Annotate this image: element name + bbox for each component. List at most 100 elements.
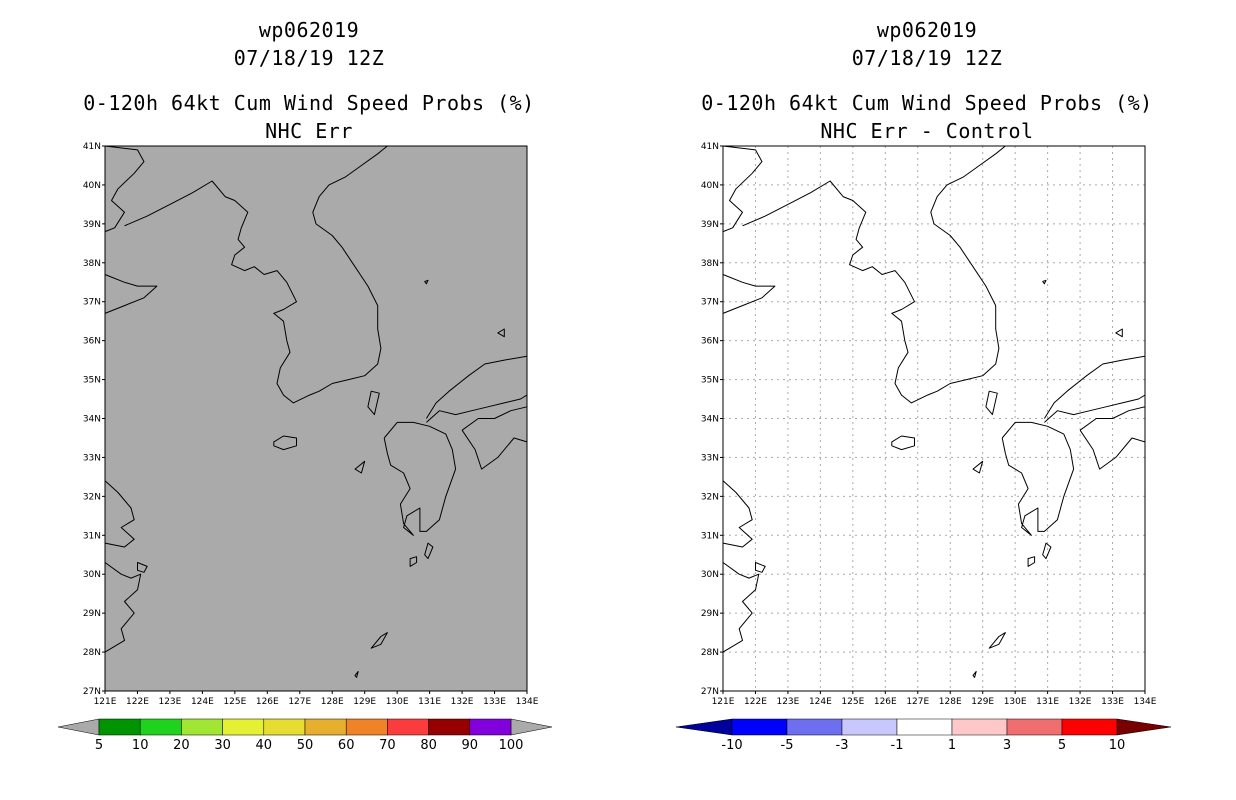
lat-label: 40N <box>83 181 101 191</box>
lon-label: 129E <box>971 697 994 707</box>
china-northeast-coast <box>104 145 145 233</box>
zhejiang-coast <box>722 562 760 653</box>
kyushu <box>1001 421 1075 536</box>
colorbar-segment <box>98 718 141 736</box>
colorbar-label: 5 <box>1058 738 1066 753</box>
storm-id: wp062019 <box>876 18 978 42</box>
colorbar-segment <box>896 718 953 736</box>
panel-subtitle: NHC Err - Control <box>820 119 1034 143</box>
lat-label: 29N <box>83 609 101 619</box>
lon-label: 125E <box>841 697 864 707</box>
lon-label: 125E <box>223 697 246 707</box>
lat-label: 39N <box>83 220 101 230</box>
lat-label: 28N <box>83 648 101 658</box>
longitude-labels: 121E 122E 123E 124E 125E 126E 127E 128E 129E 130E… <box>712 691 1157 707</box>
colorbar-segment <box>304 718 347 736</box>
goto-islands <box>972 460 984 474</box>
china-east-coast <box>722 480 753 548</box>
right-map-svg: 121E 122E 123E 124E 125E 126E 127E 128E 129E 130E… <box>675 142 1172 753</box>
lon-label: 127E <box>906 697 929 707</box>
colorbar-label: 5 <box>95 738 103 753</box>
colorbar-label: 30 <box>214 738 231 753</box>
lon-label: 122E <box>126 697 149 707</box>
lon-label: 122E <box>744 697 767 707</box>
forecast-date: 07/18/19 12Z <box>233 46 385 70</box>
lon-label: 121E <box>94 697 117 707</box>
colorbar-segment <box>1061 718 1118 736</box>
lat-label: 39N <box>701 220 719 230</box>
kyushu <box>383 421 457 536</box>
colorbar-label: 50 <box>297 738 314 753</box>
lon-label: 124E <box>191 697 214 707</box>
right-panel: wp062019 07/18/19 12Z 0-120h 64kt Cum Wi… <box>618 0 1236 800</box>
colorbar-label: 3 <box>1003 738 1011 753</box>
colorbar-segment <box>731 718 788 736</box>
china-east-coast <box>104 480 135 548</box>
product-title: 0-120h 64kt Cum Wind Speed Probs (%) <box>83 91 535 115</box>
coastline <box>722 145 1146 692</box>
zhejiang-coast <box>104 562 142 653</box>
colorbar-label: 70 <box>379 738 396 753</box>
lat-label: 34N <box>701 415 719 425</box>
map-frame <box>104 145 528 692</box>
lon-label: 134E <box>516 697 539 707</box>
lat-label: 36N <box>83 337 101 347</box>
lat-label: 38N <box>83 259 101 269</box>
forecast-date: 07/18/19 12Z <box>851 46 1003 70</box>
lat-label: 36N <box>701 337 719 347</box>
goto-islands <box>354 460 366 474</box>
lat-label: 34N <box>83 415 101 425</box>
oki-islands <box>1115 328 1123 338</box>
colorbar-label: 80 <box>420 738 437 753</box>
amami-island <box>988 632 1006 649</box>
ulleungdo <box>424 279 429 285</box>
left-map-svg: 121E 122E 123E 124E 125E 126E 127E 128E 129E 130E… <box>57 142 553 753</box>
colorbar-label: 10 <box>132 738 149 753</box>
lat-label: 41N <box>83 142 101 152</box>
longitude-labels: 121E 122E 123E 124E 125E 126E 127E 128E 129E 130E… <box>94 691 539 707</box>
colorbar-label: -10 <box>721 738 742 753</box>
lon-label: 132E <box>1069 697 1092 707</box>
coastline <box>104 145 528 692</box>
lat-label: 33N <box>701 453 719 463</box>
yakushima <box>409 556 418 567</box>
product-title: 0-120h 64kt Cum Wind Speed Probs (%) <box>701 91 1153 115</box>
china-northeast-coast <box>722 145 763 233</box>
ulleungdo <box>1042 279 1047 285</box>
panel-subtitle: NHC Err <box>265 119 353 143</box>
lat-label: 37N <box>701 298 719 308</box>
colorbar-segment <box>345 718 388 736</box>
colorbar-label: -5 <box>781 738 794 753</box>
lon-label: 123E <box>776 697 799 707</box>
lon-label: 132E <box>451 697 474 707</box>
colorbar-label: -3 <box>836 738 849 753</box>
okinawa-islet <box>354 671 359 678</box>
tanegashima <box>424 542 434 560</box>
lat-label: 33N <box>83 453 101 463</box>
lon-label: 134E <box>1134 697 1157 707</box>
jeju-island <box>891 435 915 451</box>
lat-label: 41N <box>701 142 719 152</box>
lat-label: 27N <box>83 687 101 697</box>
liaoning-korea-coast <box>124 145 388 404</box>
colorbar-segment <box>139 718 182 736</box>
lat-label: 32N <box>701 492 719 502</box>
gridlines <box>723 146 1145 691</box>
lon-label: 130E <box>386 697 409 707</box>
colorbar-segment <box>786 718 843 736</box>
lat-label: 27N <box>701 687 719 697</box>
colorbar-label: -1 <box>891 738 904 753</box>
storm-id: wp062019 <box>258 18 360 42</box>
colorbar-segment <box>222 718 265 736</box>
lon-label: 128E <box>321 697 344 707</box>
colorbar-label: 10 <box>1109 738 1126 753</box>
tsushima-island <box>367 390 380 416</box>
shandong-coast <box>104 274 158 314</box>
tsushima-island <box>985 390 998 416</box>
colorbar-start-arrow <box>57 718 100 736</box>
lon-label: 124E <box>809 697 832 707</box>
lon-label: 121E <box>712 697 735 707</box>
oki-islands <box>497 328 505 338</box>
colorbar-segment <box>951 718 1008 736</box>
honshu-south-coast <box>1044 394 1146 423</box>
